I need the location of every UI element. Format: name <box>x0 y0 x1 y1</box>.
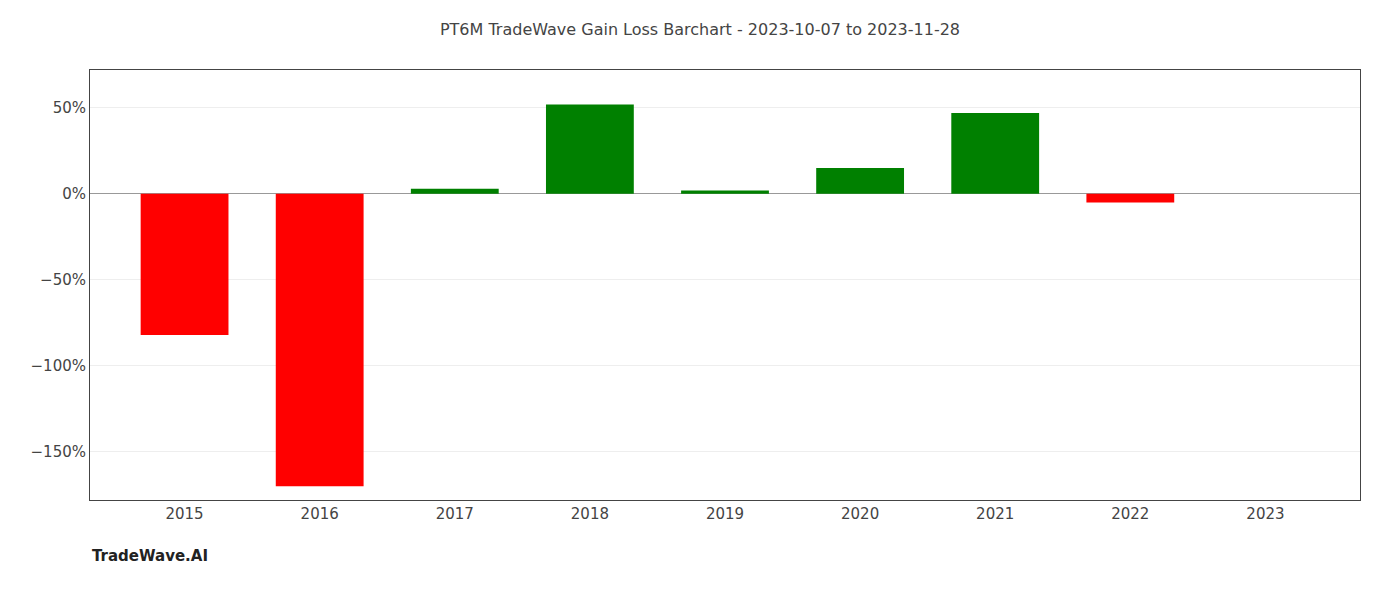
svg-text:2019: 2019 <box>706 505 744 523</box>
svg-text:−150%: −150% <box>31 443 86 461</box>
svg-text:2016: 2016 <box>301 505 339 523</box>
svg-text:2023: 2023 <box>1246 505 1284 523</box>
svg-text:−50%: −50% <box>40 271 86 289</box>
svg-text:2022: 2022 <box>1111 505 1149 523</box>
svg-text:0%: 0% <box>62 185 86 203</box>
svg-text:TradeWave.AI: TradeWave.AI <box>92 547 208 565</box>
svg-text:2017: 2017 <box>436 505 474 523</box>
svg-text:2021: 2021 <box>976 505 1014 523</box>
svg-text:2018: 2018 <box>571 505 609 523</box>
svg-text:−100%: −100% <box>31 357 86 375</box>
svg-text:PT6M TradeWave Gain Loss Barch: PT6M TradeWave Gain Loss Barchart - 2023… <box>440 20 960 39</box>
svg-text:2015: 2015 <box>165 505 203 523</box>
svg-text:2020: 2020 <box>841 505 879 523</box>
svg-text:50%: 50% <box>53 99 86 117</box>
